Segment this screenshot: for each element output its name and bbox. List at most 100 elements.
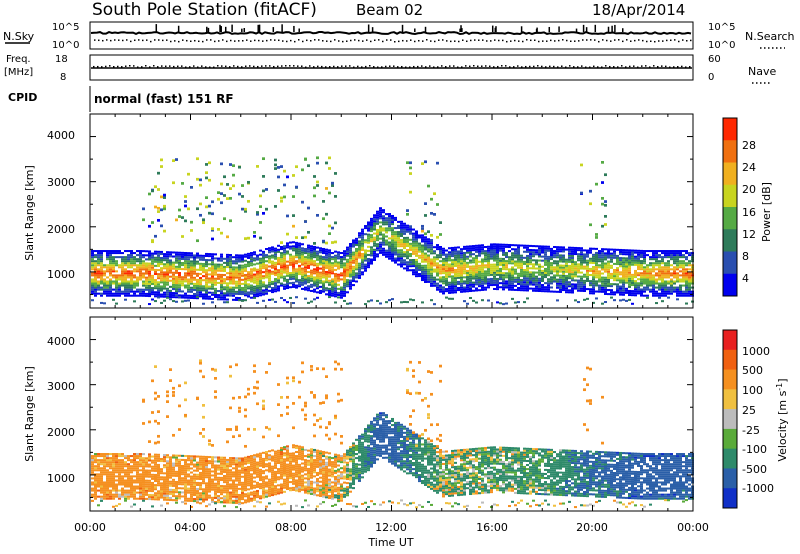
p-cell bbox=[649, 276, 652, 279]
p-cell bbox=[100, 266, 103, 269]
p-cell bbox=[214, 263, 217, 266]
v-cell bbox=[142, 465, 145, 468]
p-cell bbox=[580, 163, 583, 167]
p-cell bbox=[232, 173, 235, 177]
p-cell bbox=[682, 262, 685, 265]
p-cell bbox=[427, 276, 430, 279]
p-cell bbox=[319, 289, 322, 292]
p-cell bbox=[274, 300, 277, 303]
p-cell bbox=[277, 277, 280, 280]
p-cell bbox=[655, 264, 658, 267]
p-cell bbox=[154, 185, 157, 189]
p-cell bbox=[124, 292, 127, 295]
p-cell bbox=[541, 277, 544, 280]
p-cell bbox=[481, 299, 484, 302]
p-cell bbox=[337, 273, 340, 276]
p-cell bbox=[112, 264, 115, 267]
p-cell bbox=[160, 250, 163, 253]
p-cell bbox=[490, 249, 493, 252]
p-cell bbox=[373, 258, 376, 261]
p-cell bbox=[373, 256, 376, 259]
p-cell bbox=[199, 295, 202, 298]
p-cell bbox=[577, 271, 580, 274]
p-cell bbox=[238, 292, 241, 296]
p-cell bbox=[571, 267, 574, 270]
p-cell bbox=[112, 268, 115, 271]
p-cell bbox=[553, 256, 556, 259]
p-cell bbox=[508, 243, 511, 247]
p-cell bbox=[190, 282, 193, 285]
p-cell bbox=[385, 223, 388, 226]
p-cell bbox=[586, 265, 589, 268]
p-cell bbox=[646, 284, 649, 287]
p-cell bbox=[184, 296, 187, 299]
v-cell bbox=[133, 495, 136, 498]
p-cell bbox=[592, 259, 595, 262]
p-cell bbox=[520, 272, 523, 275]
p-cell bbox=[175, 251, 178, 254]
v-cell bbox=[142, 479, 145, 482]
p-cell bbox=[316, 275, 319, 278]
nsky-tick-top: 10^5 bbox=[52, 22, 79, 33]
p-cell bbox=[550, 276, 553, 279]
p-cell bbox=[277, 256, 280, 259]
v-cell bbox=[148, 459, 151, 462]
v-cell bbox=[94, 489, 97, 492]
p-cell bbox=[208, 267, 211, 270]
p-cell bbox=[169, 295, 172, 299]
p-cell bbox=[187, 288, 190, 291]
p-cell bbox=[424, 272, 427, 275]
p-cell bbox=[178, 251, 181, 254]
p-cell bbox=[526, 271, 529, 274]
p-cell bbox=[307, 254, 310, 257]
p-cell bbox=[592, 292, 595, 295]
p-cell bbox=[688, 254, 691, 257]
p-cell bbox=[124, 276, 127, 279]
p-cell bbox=[643, 256, 646, 259]
p-cell bbox=[235, 286, 238, 289]
p-cell bbox=[586, 253, 589, 256]
p-cell bbox=[256, 258, 259, 261]
p-cell bbox=[142, 294, 145, 297]
nsearch-point bbox=[442, 39, 444, 41]
p-cell bbox=[688, 262, 691, 265]
p-cell bbox=[196, 297, 199, 300]
p-cell bbox=[652, 288, 655, 291]
p-cell bbox=[160, 267, 163, 270]
p-cell bbox=[148, 272, 151, 275]
v-cell bbox=[145, 457, 148, 460]
p-cell bbox=[259, 261, 262, 264]
p-cell bbox=[589, 261, 592, 264]
p-cell bbox=[310, 245, 313, 248]
p-cell bbox=[496, 277, 499, 280]
p-cell bbox=[511, 256, 514, 259]
p-cell bbox=[610, 252, 613, 255]
nsearch-point bbox=[370, 40, 372, 43]
p-cell bbox=[139, 272, 142, 275]
p-cell bbox=[256, 256, 259, 259]
p-cell bbox=[451, 248, 454, 251]
p-cell bbox=[358, 246, 361, 249]
p-cell bbox=[91, 286, 94, 289]
p-cell bbox=[499, 249, 502, 252]
p-cell bbox=[157, 262, 160, 265]
p-cell bbox=[649, 268, 652, 271]
p-cell bbox=[190, 229, 193, 232]
p-cell bbox=[415, 248, 418, 251]
p-cell bbox=[235, 262, 238, 265]
p-cell bbox=[220, 259, 223, 262]
p-cell bbox=[616, 275, 619, 278]
p-cell bbox=[328, 291, 331, 294]
p-cell bbox=[487, 251, 490, 254]
p-cell bbox=[346, 258, 349, 261]
p-cell bbox=[529, 279, 532, 282]
nave-point bbox=[105, 65, 107, 68]
nsearch-point bbox=[594, 39, 596, 41]
p-cell bbox=[352, 257, 355, 260]
p-cell bbox=[568, 266, 571, 270]
nsearch-point bbox=[362, 40, 364, 42]
p-cell bbox=[463, 264, 466, 267]
p-cell bbox=[502, 303, 505, 306]
p-cell bbox=[514, 252, 517, 255]
p-cell bbox=[292, 281, 295, 284]
